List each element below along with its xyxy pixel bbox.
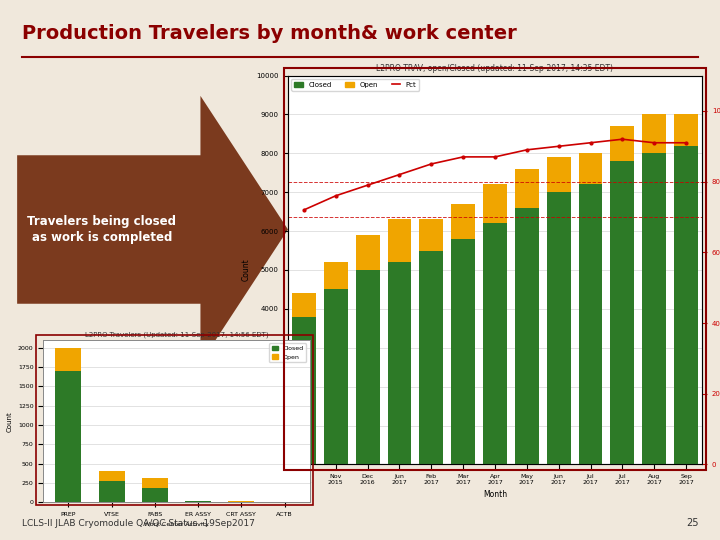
Bar [324, 289, 348, 464]
Pct [650, 139, 659, 146]
Pct [459, 154, 467, 160]
Pct [586, 139, 595, 146]
Bar [292, 316, 316, 464]
Bar [483, 224, 507, 464]
Bar [579, 185, 603, 464]
Pct [491, 154, 500, 160]
Pct [300, 207, 308, 213]
Line: Pct: Pct [302, 138, 688, 211]
Y-axis label: Count: Count [241, 259, 251, 281]
Bar [674, 146, 698, 464]
Bar [324, 262, 348, 289]
Bar [99, 470, 125, 481]
Pct [523, 146, 531, 153]
Bar [642, 114, 666, 153]
Bar [451, 239, 475, 464]
Bar [419, 219, 444, 251]
Bar [387, 262, 411, 464]
Bar [142, 478, 168, 488]
Pct [331, 193, 340, 199]
Text: 25: 25 [686, 518, 698, 528]
Bar [546, 192, 571, 464]
Bar [387, 219, 411, 262]
X-axis label: Work Center Activity: Work Center Activity [144, 523, 209, 528]
Bar [674, 114, 698, 146]
Bar [356, 270, 379, 464]
Pct [554, 143, 563, 150]
Bar [142, 488, 168, 502]
Title: L2PRO TRAV, open/Closed (updated: 11-Sep-2017, 14:35 EDT): L2PRO TRAV, open/Closed (updated: 11-Sep… [377, 64, 613, 73]
Bar [55, 348, 81, 371]
Pct [682, 139, 690, 146]
Bar [292, 293, 316, 316]
Bar [55, 371, 81, 502]
Bar [185, 501, 211, 502]
Title: L2PRO-Travelers (Updated: 11-Sep-2017, 14:56 EDT): L2PRO-Travelers (Updated: 11-Sep-2017, 1… [84, 331, 269, 338]
Bar [483, 185, 507, 224]
Bar [611, 161, 634, 464]
Bar [451, 204, 475, 239]
Pct [395, 171, 404, 178]
Bar [515, 208, 539, 464]
Polygon shape [17, 96, 288, 363]
Pct [364, 182, 372, 188]
Bar [99, 481, 125, 502]
Pct [427, 161, 436, 167]
Text: LCLS-II JLAB Cryomodule QA/QC Status -19Sep2017: LCLS-II JLAB Cryomodule QA/QC Status -19… [22, 519, 254, 528]
Text: Production Travelers by month& work center: Production Travelers by month& work cent… [22, 24, 516, 43]
Text: Travelers being closed
as work is completed: Travelers being closed as work is comple… [27, 215, 176, 244]
Legend: Closed, Open: Closed, Open [269, 343, 307, 362]
Bar [419, 251, 444, 464]
Bar [515, 169, 539, 208]
X-axis label: Month: Month [483, 490, 507, 500]
Bar [356, 235, 379, 270]
Bar [642, 153, 666, 464]
Y-axis label: Count: Count [6, 411, 12, 431]
Legend: Closed, Open, Pct: Closed, Open, Pct [292, 79, 419, 91]
Pct [618, 136, 626, 143]
Bar [579, 153, 603, 185]
Bar [611, 126, 634, 161]
Bar [546, 157, 571, 192]
